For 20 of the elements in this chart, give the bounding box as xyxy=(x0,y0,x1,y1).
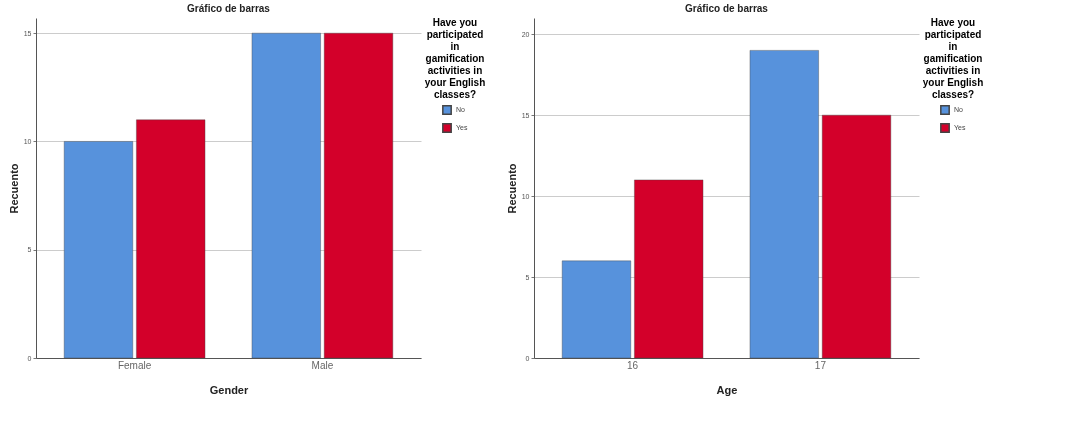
bar xyxy=(634,179,704,359)
x-axis-title: Age xyxy=(716,383,738,396)
bar xyxy=(251,32,321,359)
bar xyxy=(561,260,631,359)
x-tick-label: 16 xyxy=(627,359,639,371)
bar xyxy=(63,141,133,359)
chart-title: Gráfico de barras xyxy=(685,3,769,14)
x-axis-title: Gender xyxy=(209,383,249,396)
x-tick-label: 17 xyxy=(814,359,827,371)
bar xyxy=(822,114,892,359)
bar xyxy=(324,32,394,359)
y-axis-title: Recuento xyxy=(7,163,20,214)
x-tick-label: Male xyxy=(311,359,334,371)
y-axis-title: Recuento xyxy=(505,163,518,214)
legend-title: Have you participated in gamification activities in your English classes? xyxy=(424,17,486,100)
x-tick-label: Female xyxy=(117,359,152,371)
bar xyxy=(749,50,819,359)
bar xyxy=(136,119,206,359)
legend-title: Have you participated in gamification activities in your English classes? xyxy=(922,17,984,100)
chart-title: Gráfico de barras xyxy=(187,3,271,14)
